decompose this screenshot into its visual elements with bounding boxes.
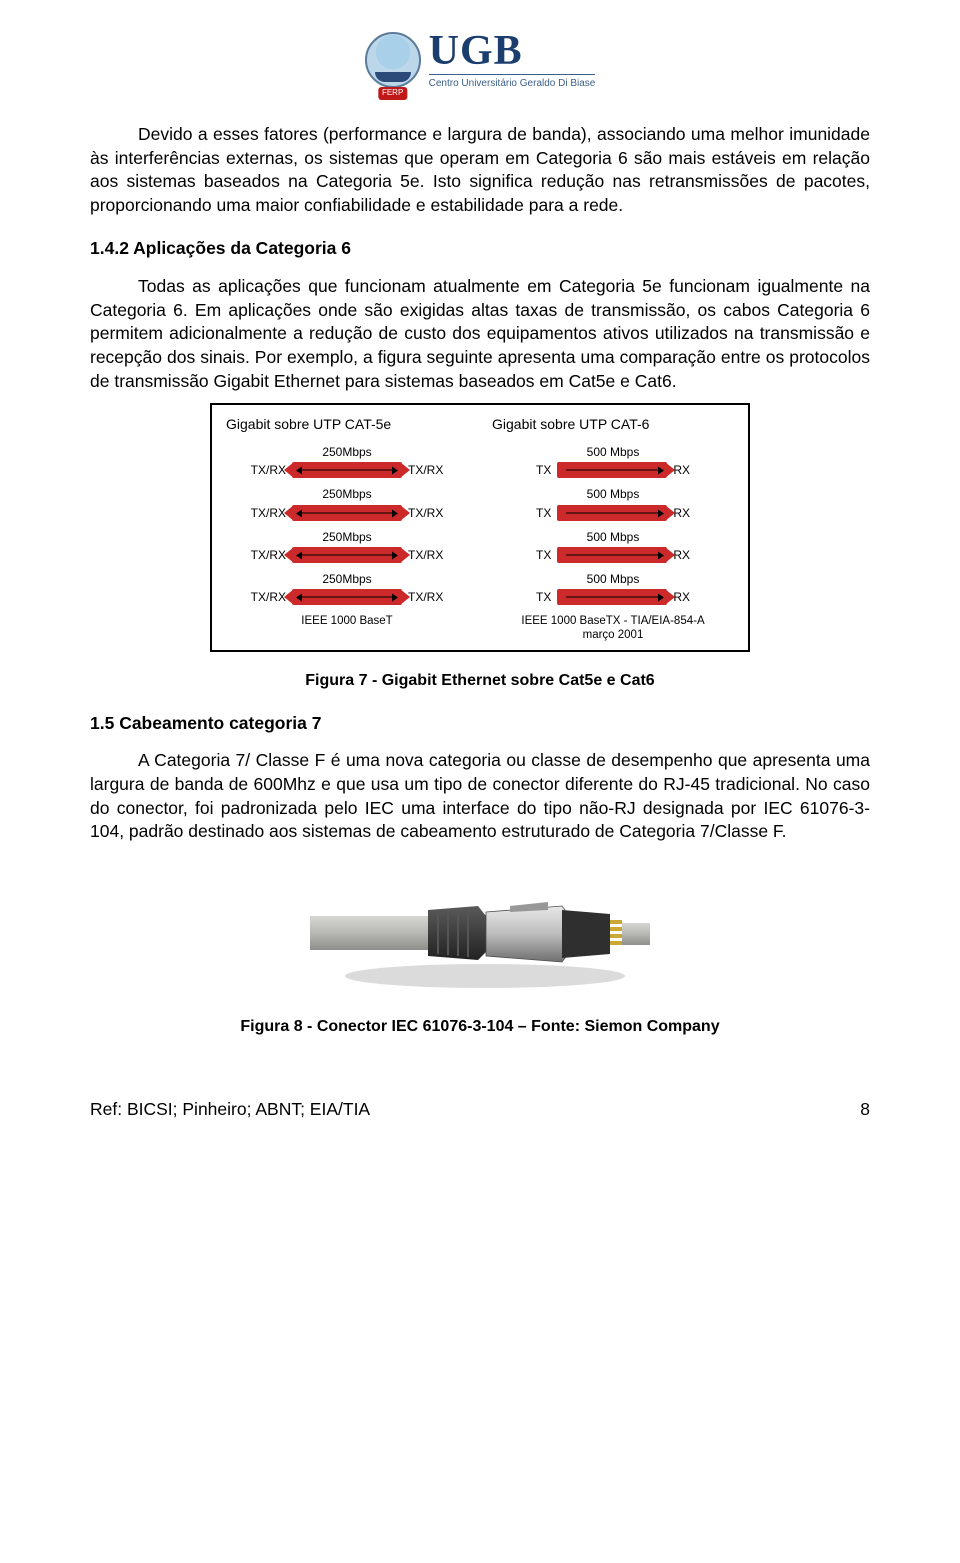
fig7-lane-right-label: TX/RX: [408, 589, 443, 605]
arrow-icon: [292, 589, 402, 605]
fig7-lane-rate: 500 Mbps: [587, 529, 640, 545]
fig7-lane-right-label: TX/RX: [408, 547, 443, 563]
fig7-lane: 250Mbps TX/RX TX/RX: [226, 486, 468, 520]
fig7-right-footer: IEEE 1000 BaseTX - TIA/EIA-854-Amarço 20…: [492, 614, 734, 643]
fig7-lane-row: TX RX: [492, 589, 734, 605]
fig7-lane-row: TX RX: [492, 547, 734, 563]
arrow-icon: [557, 589, 667, 605]
arrow-icon: [292, 462, 402, 478]
fig7-lane-left-label: TX: [536, 462, 551, 478]
footer-reference: Ref: BICSI; Pinheiro; ABNT; EIA/TIA: [90, 1098, 370, 1122]
fig7-lane-left-label: TX: [536, 589, 551, 605]
figure-7-caption: Figura 7 - Gigabit Ethernet sobre Cat5e …: [90, 670, 870, 692]
connector-illustration-icon: [310, 858, 650, 998]
fig7-left-footer: IEEE 1000 BaseT: [226, 614, 468, 628]
fig7-lane-rate: 500 Mbps: [587, 486, 640, 502]
fig7-lane-left-label: TX/RX: [251, 462, 286, 478]
fig7-lane-right-label: RX: [673, 505, 690, 521]
fig7-left-title: Gigabit sobre UTP CAT-5e: [226, 415, 468, 434]
arrow-icon: [292, 505, 402, 521]
figure-8-caption: Figura 8 - Conector IEC 61076-3-104 – Fo…: [90, 1016, 870, 1038]
page-footer: Ref: BICSI; Pinheiro; ABNT; EIA/TIA 8: [90, 1098, 870, 1122]
fig7-lane: 500 Mbps TX RX: [492, 486, 734, 520]
fig7-lane-row: TX RX: [492, 505, 734, 521]
fig7-lane-rate: 250Mbps: [322, 486, 371, 502]
fig7-lane-right-label: RX: [673, 547, 690, 563]
fig7-lane-left-label: TX/RX: [251, 547, 286, 563]
fig7-lane: 500 Mbps TX RX: [492, 571, 734, 605]
logo-subtitle: Centro Universitário Geraldo Di Biase: [429, 74, 596, 91]
fig7-lane-rate: 500 Mbps: [587, 444, 640, 460]
arrow-icon: [292, 547, 402, 563]
fig7-lane-left-label: TX: [536, 547, 551, 563]
figure-7-columns: Gigabit sobre UTP CAT-5e 250MbpsTX/RXTX/…: [226, 415, 734, 642]
fig7-lane-rate: 500 Mbps: [587, 571, 640, 587]
fig7-right-title: Gigabit sobre UTP CAT-6: [492, 415, 734, 434]
fig7-lane: 500 Mbps TX RX: [492, 444, 734, 478]
header-logo: FERP UGB Centro Universitário Geraldo Di…: [90, 30, 870, 95]
fig7-lane-row: TX/RX TX/RX: [226, 589, 468, 605]
fig7-right-lanes: 500 MbpsTXRX500 MbpsTXRX500 MbpsTXRX500 …: [492, 444, 734, 606]
fig7-left-lanes: 250MbpsTX/RXTX/RX250MbpsTX/RXTX/RX250Mbp…: [226, 444, 468, 606]
logo-seal-icon: FERP: [365, 32, 421, 88]
paragraph-2: Todas as aplicações que funcionam atualm…: [90, 275, 870, 393]
fig7-lane-left-label: TX: [536, 505, 551, 521]
logo-badge: FERP: [378, 87, 407, 100]
logo-acronym: UGB: [429, 30, 596, 72]
figure-7-col-left: Gigabit sobre UTP CAT-5e 250MbpsTX/RXTX/…: [226, 415, 468, 642]
fig7-lane-rate: 250Mbps: [322, 571, 371, 587]
arrow-icon: [557, 505, 667, 521]
fig7-lane-row: TX/RX TX/RX: [226, 547, 468, 563]
figure-7-box: Gigabit sobre UTP CAT-5e 250MbpsTX/RXTX/…: [210, 403, 750, 652]
heading-1-5: 1.5 Cabeamento categoria 7: [90, 712, 870, 736]
footer-page-number: 8: [860, 1098, 870, 1122]
fig7-lane-left-label: TX/RX: [251, 505, 286, 521]
fig7-lane: 500 Mbps TX RX: [492, 529, 734, 563]
fig7-lane-row: TX/RX TX/RX: [226, 462, 468, 478]
fig7-lane-right-label: RX: [673, 462, 690, 478]
arrow-icon: [557, 462, 667, 478]
paragraph-3: A Categoria 7/ Classe F é uma nova categ…: [90, 749, 870, 844]
logo-row: FERP UGB Centro Universitário Geraldo Di…: [365, 30, 596, 91]
figure-7: Gigabit sobre UTP CAT-5e 250MbpsTX/RXTX/…: [90, 403, 870, 652]
fig7-lane: 250Mbps TX/RX TX/RX: [226, 444, 468, 478]
fig7-lane-left-label: TX/RX: [251, 589, 286, 605]
fig7-lane-right-label: TX/RX: [408, 462, 443, 478]
figure-7-col-right: Gigabit sobre UTP CAT-6 500 MbpsTXRX500 …: [492, 415, 734, 642]
fig7-lane: 250Mbps TX/RX TX/RX: [226, 571, 468, 605]
fig7-lane-rate: 250Mbps: [322, 444, 371, 460]
logo-text: UGB Centro Universitário Geraldo Di Bias…: [429, 30, 596, 91]
fig7-lane-row: TX RX: [492, 462, 734, 478]
fig7-lane-row: TX/RX TX/RX: [226, 505, 468, 521]
figure-8: [90, 858, 870, 998]
arrow-icon: [557, 547, 667, 563]
fig7-lane-right-label: TX/RX: [408, 505, 443, 521]
fig7-lane-rate: 250Mbps: [322, 529, 371, 545]
fig7-lane-right-label: RX: [673, 589, 690, 605]
paragraph-1: Devido a esses fatores (performance e la…: [90, 123, 870, 218]
fig7-lane: 250Mbps TX/RX TX/RX: [226, 529, 468, 563]
heading-1-4-2: 1.4.2 Aplicações da Categoria 6: [90, 237, 870, 261]
